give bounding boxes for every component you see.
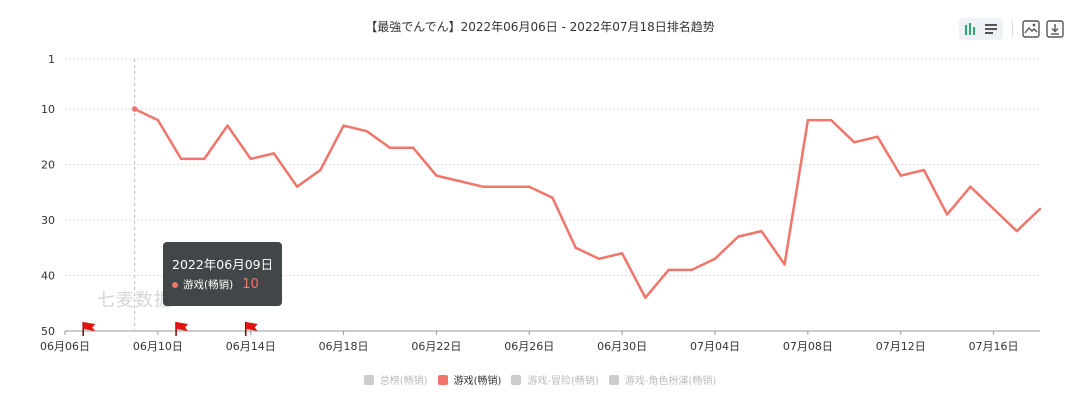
x-tick-label: 07月16日 [969,340,1019,353]
y-tick-label: 1 [48,53,55,66]
data-point [713,257,717,261]
x-tick-label: 07月12日 [876,340,926,353]
data-point [829,118,833,122]
data-point [295,185,299,188]
y-tick-label: 20 [41,158,55,171]
data-point [760,229,763,233]
data-point [644,296,647,299]
x-tick-label: 06月14日 [226,340,276,353]
x-tick-label: 06月06日 [40,340,90,353]
data-point [551,196,554,199]
data-point [156,118,160,122]
flag-icon[interactable] [82,322,96,336]
legend-label: 游戏-角色扮演(畅销) [624,376,717,387]
x-tick-label: 07月08日 [783,340,833,353]
chart-title: 【最強でんでん】2022年06月06日 - 2022年07月18日排名趋势 [365,20,715,34]
tooltip-row: 游戏(畅销) 10 [172,277,259,292]
data-point [806,118,810,122]
data-point [783,263,786,266]
x-tick-label: 06月26日 [504,340,554,353]
legend-item[interactable]: 游戏-角色扮演(畅销) [608,372,717,387]
data-point [272,152,276,155]
chart-toolbar [959,18,1064,40]
data-point [737,235,740,238]
legend-label: 游戏(畅销) [453,376,502,387]
y-tick-label: 30 [41,214,55,227]
data-point [131,106,138,112]
data-point [528,185,531,188]
flag-icon[interactable] [175,322,189,336]
data-point [620,252,624,255]
data-point [412,146,415,150]
legend-swatch [437,374,448,385]
data-point [435,174,438,177]
data-point [597,257,601,261]
data-point [504,185,508,188]
legend-item[interactable]: 总榜(畅销) [363,372,428,387]
data-point [667,268,670,272]
toolbar-divider [1012,21,1013,37]
data-point [992,207,995,211]
x-tick-label: 07月04日 [690,340,740,353]
data-point [319,168,322,172]
tooltip-series-dot [172,281,178,288]
data-point [574,246,577,249]
data-point [226,124,229,127]
flag-icon[interactable] [244,322,258,336]
legend-swatch [363,374,374,385]
data-point [249,157,252,161]
watermark: 七麦数据 [97,290,173,311]
legend-swatch [608,374,619,385]
list-icon[interactable] [982,20,1000,38]
data-point [1015,229,1018,233]
data-point [969,185,972,188]
series-line [134,107,1041,299]
x-tick-label: 06月30日 [597,340,647,353]
data-point [342,124,345,127]
data-point [458,179,461,183]
y-tick-label: 40 [41,269,55,282]
data-point [853,141,856,144]
legend-item[interactable]: 游戏(畅销) [437,372,502,387]
data-point [690,268,693,272]
image-icon[interactable] [1022,20,1040,38]
legend-label: 游戏-冒险(畅销) [527,376,599,387]
tooltip-value: 10 [242,277,259,292]
tooltip-series-name: 游戏(畅销) [183,279,234,291]
tooltip-date: 2022年06月09日 [172,257,274,272]
y-tick-label: 10 [41,103,55,116]
x-tick-label: 06月10日 [133,340,183,353]
data-point [203,157,206,161]
data-point [899,174,902,177]
legend-label: 总榜(畅销) [379,376,428,387]
y-tick-label: 50 [41,325,55,338]
legend-item[interactable]: 游戏-冒险(畅销) [511,372,599,387]
data-point [945,213,949,216]
data-point [481,185,485,188]
data-point [365,129,368,133]
data-point [922,168,926,172]
x-tick-label: 06月18日 [319,340,369,353]
bar-chart-icon[interactable] [962,20,980,38]
legend-swatch [511,374,522,385]
download-icon[interactable] [1046,20,1064,38]
data-point [179,157,183,161]
data-point [388,146,392,150]
tooltip: 2022年06月09日 游戏(畅销) 10 [163,242,282,306]
x-tick-label: 06月22日 [411,340,461,353]
data-point [1038,207,1042,211]
legend: 总榜(畅销) 游戏(畅销) 游戏-冒险(畅销) 游戏-角色扮演(畅销) [0,372,1080,387]
data-point [876,135,879,138]
view-toggle [959,18,1003,40]
